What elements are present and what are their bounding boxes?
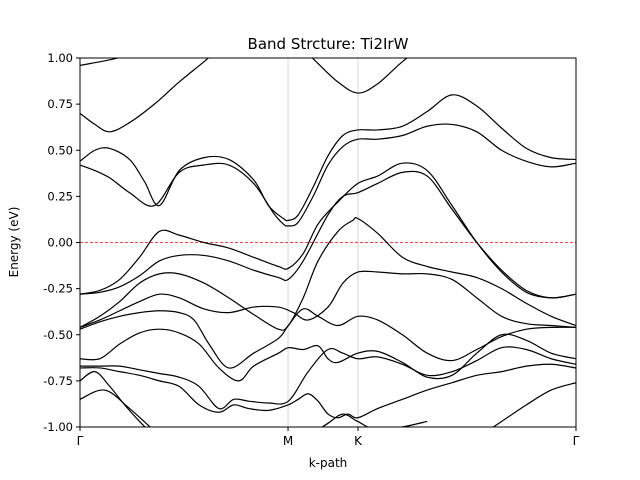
band-line-4 xyxy=(80,123,576,227)
y-tick-label: -0.75 xyxy=(43,374,73,388)
x-axis-label: k-path xyxy=(309,456,348,470)
band-line-1 xyxy=(80,58,121,66)
band-line-15 xyxy=(80,389,151,427)
y-tick-label: -0.50 xyxy=(43,328,73,342)
y-tick-label: 0.75 xyxy=(47,97,73,111)
band-line-13 xyxy=(80,363,576,419)
y-tick-label: -1.00 xyxy=(43,420,73,434)
y-tick-label: 0.25 xyxy=(47,189,73,203)
band-line-16 xyxy=(321,413,428,427)
band-line-7 xyxy=(80,170,576,299)
band-line-5 xyxy=(311,58,576,94)
band-line-11 xyxy=(80,328,576,382)
band-line-2 xyxy=(80,58,210,133)
x-tick-label: Γ xyxy=(573,434,580,448)
k-point-vertical-lines xyxy=(287,58,359,427)
band-line-3 xyxy=(80,94,576,222)
band-line-14 xyxy=(80,371,146,427)
y-tick-label: 0.00 xyxy=(47,236,73,250)
chart-title: Band Strcture: Ti2IrW xyxy=(248,35,409,53)
band-line-9 xyxy=(80,270,576,328)
band-line-12 xyxy=(80,346,576,410)
y-tick-label: -0.25 xyxy=(43,282,73,296)
band-lines xyxy=(80,58,576,427)
x-tick-label: M xyxy=(283,434,293,448)
y-tick-label: 0.50 xyxy=(47,143,73,157)
band-line-10 xyxy=(80,308,576,369)
x-tick-label: K xyxy=(354,434,363,448)
y-tick-label: 1.00 xyxy=(47,51,73,65)
y-axis-ticks: -1.00 -0.75 -0.50 -0.25 0.00 0.25 0.50 0.75 1.00 xyxy=(43,51,80,434)
band-line-8 xyxy=(80,216,576,331)
x-tick-label: Γ xyxy=(77,434,84,448)
y-axis-label: Energy (eV) xyxy=(7,207,21,278)
